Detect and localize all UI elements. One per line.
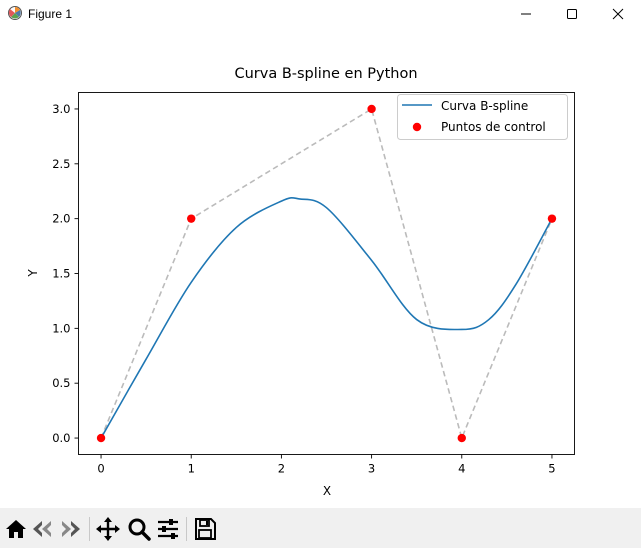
control-point <box>96 433 106 443</box>
y-tick-label: 0.5 <box>52 376 70 390</box>
window-title: Figure 1 <box>28 7 73 21</box>
y-tick-label: 0.0 <box>52 431 70 445</box>
x-tick-label: 0 <box>97 462 104 476</box>
pan-button[interactable] <box>95 516 121 542</box>
navigation-toolbar <box>0 508 641 548</box>
control-point <box>547 214 557 223</box>
home-icon <box>6 520 26 538</box>
zoom-button[interactable] <box>126 516 152 542</box>
zoom-icon <box>128 518 151 541</box>
bspline-curve-line <box>100 197 553 439</box>
legend: Curva B-spline Puntos de control <box>397 94 568 140</box>
figure-canvas[interactable]: Curva B-spline en Python 0 1 2 3 4 5 0.0 0.5 1.0… <box>0 28 641 508</box>
plot-layer <box>96 104 557 443</box>
close-button[interactable] <box>595 0 641 28</box>
y-tick-label: 3.0 <box>52 102 70 116</box>
control-point <box>367 104 376 114</box>
chart-title: Curva B-spline en Python <box>234 66 417 82</box>
control-point <box>187 214 196 223</box>
matplotlib-icon <box>8 6 22 20</box>
minimize-icon <box>521 13 531 15</box>
configure-subplots-button[interactable] <box>155 516 181 542</box>
save-button[interactable] <box>192 516 218 542</box>
y-tick-label: 2.5 <box>52 157 70 171</box>
x-tick-label: 5 <box>548 462 555 476</box>
pan-icon <box>96 517 120 541</box>
x-tick-label: 2 <box>278 462 285 476</box>
legend-label-points: Puntos de control <box>441 120 546 134</box>
legend-label-curve: Curva B-spline <box>441 99 528 113</box>
forward-icon <box>62 521 80 537</box>
x-axis-label: X <box>323 484 331 498</box>
y-tick-label: 2.0 <box>52 212 70 226</box>
minimize-button[interactable] <box>503 0 549 28</box>
control-polygon-line <box>100 107 553 441</box>
y-tick-label: 1.0 <box>52 321 70 335</box>
home-button[interactable] <box>3 516 29 542</box>
save-icon <box>195 518 216 540</box>
back-icon <box>33 521 51 537</box>
y-tick-label: 1.5 <box>52 267 70 281</box>
ticks-layer: 0 1 2 3 4 5 0.0 0.5 1.0 1.5 2.0 2.5 3.0 <box>52 102 555 476</box>
window-titlebar: Figure 1 <box>0 0 641 28</box>
forward-button[interactable] <box>57 516 83 542</box>
control-point <box>457 433 466 443</box>
x-tick-label: 3 <box>368 462 375 476</box>
maximize-button[interactable] <box>549 0 595 28</box>
axes-frame <box>78 92 575 455</box>
chart: Curva B-spline en Python 0 1 2 3 4 5 0.0 0.5 1.0… <box>26 66 575 498</box>
legend-marker-swatch <box>412 122 422 132</box>
legend-frame <box>397 94 568 140</box>
x-tick-label: 4 <box>458 462 465 476</box>
toolbar-separator <box>89 517 90 541</box>
y-axis-label: Y <box>26 269 40 278</box>
configure-subplots-icon <box>158 519 178 539</box>
close-icon <box>612 8 624 20</box>
maximize-icon <box>567 9 577 19</box>
back-button[interactable] <box>30 516 56 542</box>
toolbar-separator <box>186 517 187 541</box>
x-tick-label: 1 <box>188 462 195 476</box>
